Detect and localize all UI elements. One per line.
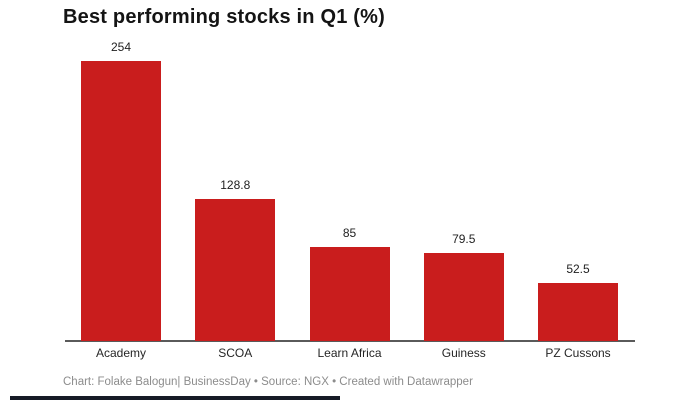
bar-pz-cussons[interactable] <box>538 283 618 341</box>
bar-scoa[interactable] <box>195 199 276 341</box>
x-axis-line <box>65 340 635 342</box>
value-label-scoa: 128.8 <box>220 178 251 193</box>
value-label-guiness: 79.5 <box>452 232 476 247</box>
bottom-dark-bar <box>10 396 340 400</box>
category-label-pz-cussons: PZ Cussons <box>545 346 611 360</box>
category-label-academy: Academy <box>95 346 147 360</box>
category-label-guiness: Guiness <box>441 346 486 360</box>
value-label-academy: 254 <box>110 40 132 54</box>
bar-guiness[interactable] <box>423 253 504 341</box>
category-label-learn-africa: Learn Africa <box>317 346 382 360</box>
bar-academy[interactable] <box>81 61 161 341</box>
value-label-pz-cussons: 52.5 <box>566 262 590 277</box>
category-label-scoa: SCOA <box>218 346 253 360</box>
bar-learn-africa[interactable] <box>309 247 390 341</box>
chart-attribution: Chart: Folake Balogun| BusinessDay • Sou… <box>63 376 473 388</box>
chart-title: Best performing stocks in Q1 (%) <box>63 6 386 28</box>
value-label-learn-africa: 85 <box>342 226 357 241</box>
